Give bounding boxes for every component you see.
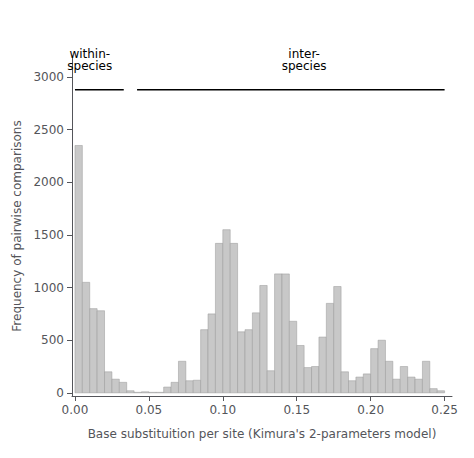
svg-text:1000: 1000 — [33, 281, 64, 295]
svg-text:0.20: 0.20 — [357, 403, 384, 417]
svg-text:0.15: 0.15 — [283, 403, 310, 417]
svg-text:500: 500 — [41, 333, 64, 347]
svg-text:inter-: inter- — [288, 46, 320, 61]
svg-text:0: 0 — [56, 386, 64, 400]
svg-text:species: species — [67, 59, 112, 73]
svg-text:Frequency of pairwise comparis: Frequency of pairwise comparisons — [10, 120, 24, 331]
svg-text:2000: 2000 — [33, 175, 64, 189]
svg-text:0.10: 0.10 — [209, 403, 236, 417]
svg-text:3000: 3000 — [33, 70, 64, 84]
svg-text:species: species — [282, 59, 327, 73]
svg-text:Base substituition per site (K: Base substituition per site (Kimura's 2-… — [88, 427, 437, 441]
svg-text:0.00: 0.00 — [62, 403, 89, 417]
svg-text:within-: within- — [69, 46, 111, 61]
svg-text:0.25: 0.25 — [431, 403, 458, 417]
svg-text:1500: 1500 — [33, 228, 64, 242]
svg-text:2500: 2500 — [33, 123, 64, 137]
svg-text:0.05: 0.05 — [136, 403, 163, 417]
